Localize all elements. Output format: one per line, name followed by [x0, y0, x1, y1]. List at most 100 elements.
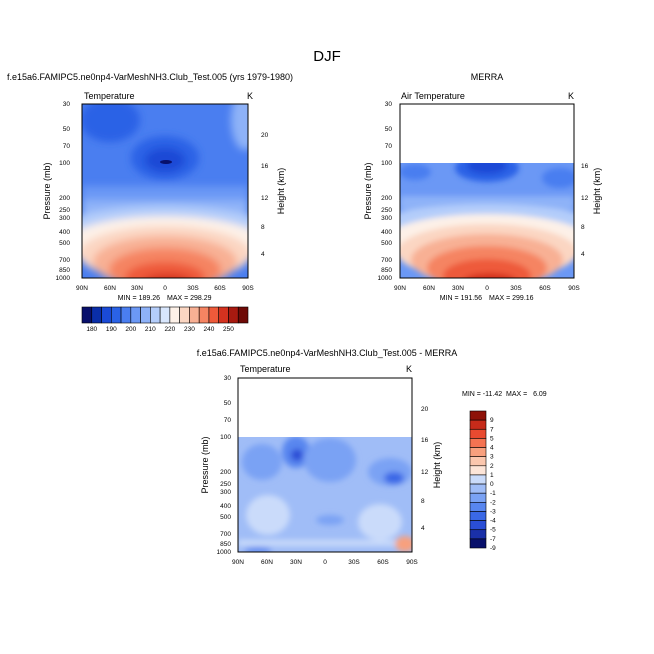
- ytick: 400: [220, 503, 231, 510]
- ytick: 500: [220, 514, 231, 521]
- ytick: 200: [59, 195, 70, 202]
- ytick: 400: [59, 229, 70, 236]
- colorbar-label: 220: [164, 326, 175, 333]
- panel-difference-yticks: 30 50 70 100 200 250 300 400 500 700 850…: [217, 375, 232, 556]
- panel-merra-header: MERRA: [471, 72, 504, 82]
- ytick: 300: [59, 215, 70, 222]
- colorbar-label: 180: [86, 326, 97, 333]
- colorbar-cell: [469, 438, 487, 448]
- colorbar-label: -3: [490, 508, 496, 515]
- panel-merra-ylabel-right: Height (km): [592, 168, 602, 215]
- panel-model-title: Temperature: [84, 91, 135, 101]
- ytick: 70: [224, 417, 232, 424]
- colorbar-label: 240: [204, 326, 215, 333]
- panel-merra-yticks: 30 50 70 100 200 250 300 400 500 700 850…: [378, 101, 393, 282]
- panel-model-units: K: [247, 91, 253, 101]
- colorbar-label: -4: [490, 518, 496, 525]
- xtick: 60S: [539, 285, 551, 292]
- panel-merra: MERRA Air Temperature K: [363, 72, 602, 302]
- colorbar-cell: [189, 306, 200, 324]
- ytick: 850: [59, 267, 70, 274]
- colorbar-label: 4: [490, 445, 494, 452]
- xtick: 60N: [261, 559, 273, 566]
- xtick: 30N: [452, 285, 464, 292]
- colorbar-cell: [150, 306, 161, 324]
- colorbar-absolute: 180 190 200 210 220 230 240 250: [81, 306, 249, 333]
- colorbar-cell: [179, 306, 190, 324]
- ytick: 100: [59, 160, 70, 167]
- panel-difference-units: K: [406, 364, 412, 374]
- ytick: 1000: [217, 549, 232, 556]
- colorbar-label: 9: [490, 417, 494, 424]
- panel-difference-minmax: MIN = -11.42 MAX = 6.09: [462, 391, 547, 398]
- colorbar-label: -1: [490, 490, 496, 497]
- panel-model-ylabel: Pressure (mb): [42, 162, 52, 219]
- xtick: 90S: [568, 285, 580, 292]
- xtick: 90S: [406, 559, 418, 566]
- colorbar-label: -7: [490, 536, 496, 543]
- colorbar-cell: [469, 447, 487, 457]
- panel-merra-ylabel: Pressure (mb): [363, 162, 373, 219]
- ytick: 50: [385, 126, 393, 133]
- ytick: 700: [220, 531, 231, 538]
- colorbar-cell: [469, 419, 487, 430]
- colorbar-cell: [469, 502, 487, 512]
- colorbar-cell: [208, 306, 220, 324]
- colorbar-cell: [91, 306, 102, 324]
- panel-difference-ylabel-right: Height (km): [432, 442, 442, 489]
- ytick-right: 4: [581, 251, 585, 258]
- colorbar-label: 7: [490, 426, 494, 433]
- panel-model-xticks: 90N 60N 30N 0 30S 60S 90S: [76, 285, 254, 292]
- xtick: 60N: [104, 285, 116, 292]
- xtick: 30S: [348, 559, 360, 566]
- panel-difference-header: f.e15a6.FAMIPC5.ne0np4-VarMeshNH3.Club_T…: [197, 348, 457, 358]
- colorbar-cell: [469, 520, 487, 531]
- panel-model-yticks-right: 20 16 12 8 4: [261, 132, 269, 258]
- panel-merra-max: MAX = 299.16: [489, 295, 534, 302]
- colorbar-difference: 9 7 5 4 3 2 1 0 -1 -2 -3 -4 -5 -7 -9: [469, 410, 496, 552]
- ytick-right: 12: [421, 469, 429, 476]
- panel-model-max: MAX = 298.29: [167, 295, 212, 302]
- colorbar-cell: [130, 306, 141, 324]
- colorbar-label: 250: [223, 326, 234, 333]
- colorbar-label: 5: [490, 435, 494, 442]
- ytick: 300: [220, 489, 231, 496]
- colorbar-cell: [237, 306, 249, 324]
- colorbar-cell: [469, 492, 487, 503]
- colorbar-cell: [469, 428, 487, 439]
- colorbar-cell: [81, 306, 93, 324]
- ytick: 50: [63, 126, 71, 133]
- panel-difference-yticks-right: 20 16 12 8 4: [421, 406, 429, 532]
- ytick: 250: [381, 207, 392, 214]
- panel-difference-field: [238, 378, 412, 552]
- ytick-right: 20: [261, 132, 269, 139]
- colorbar-cell: [120, 306, 132, 324]
- colorbar-label: -5: [490, 527, 496, 534]
- colorbar-cell: [469, 410, 487, 421]
- ytick-right: 8: [421, 498, 425, 505]
- colorbar-label: -9: [490, 545, 496, 552]
- colorbar-cell: [218, 306, 229, 324]
- panel-model-min: MIN = 189.26: [118, 295, 160, 302]
- ytick: 70: [63, 143, 71, 150]
- ytick: 1000: [378, 275, 393, 282]
- colorbar-label: 2: [490, 463, 494, 470]
- ytick: 300: [381, 215, 392, 222]
- colorbar-cell: [110, 306, 122, 324]
- ytick: 400: [381, 229, 392, 236]
- colorbar-cell: [228, 306, 239, 324]
- ytick-right: 12: [261, 195, 269, 202]
- colorbar-cell: [469, 465, 487, 476]
- panel-difference-title: Temperature: [240, 364, 291, 374]
- colorbar-cell: [169, 306, 180, 324]
- ytick: 700: [59, 257, 70, 264]
- xtick: 0: [323, 559, 327, 566]
- colorbar-label: 210: [145, 326, 156, 333]
- panel-merra-field: [400, 104, 574, 278]
- ytick: 500: [381, 240, 392, 247]
- ytick: 250: [220, 481, 231, 488]
- ytick: 250: [59, 207, 70, 214]
- xtick: 60S: [377, 559, 389, 566]
- figure-title: DJF: [313, 48, 341, 65]
- colorbar-cell: [469, 529, 487, 540]
